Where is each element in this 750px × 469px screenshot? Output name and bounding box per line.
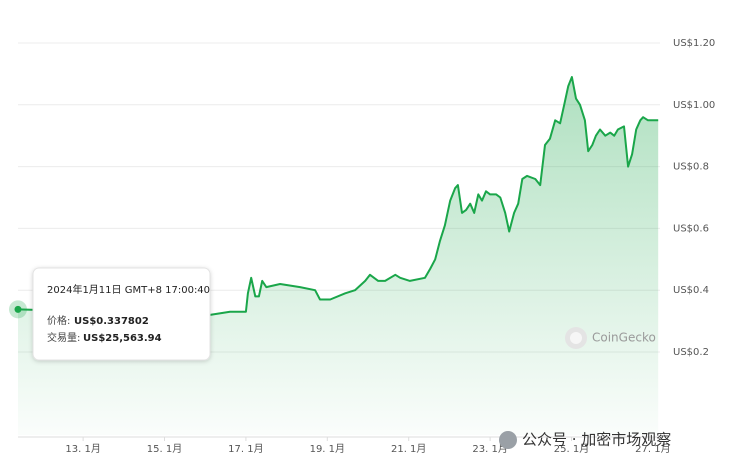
watermark: CoinGecko	[592, 331, 656, 345]
tooltip-box	[32, 267, 211, 361]
source-watermark: CoinGecko	[565, 327, 656, 349]
y-tick-label: US$1.20	[673, 38, 715, 49]
x-tick-label: 19. 1月	[310, 443, 345, 455]
x-tick-label: 27. 1月	[635, 443, 670, 455]
tooltip: 2024年1月11日 GMT+8 17:00:40 价格: US$0.33780…	[32, 267, 211, 361]
hover-point	[14, 305, 22, 313]
x-tick-label: 25. 1月	[554, 443, 589, 455]
x-ticks: 13. 1月 15. 1月 17. 1月 19. 1月 21. 1月 23. 1月 25. …	[65, 437, 671, 455]
y-tick-label: US$0.2	[673, 347, 709, 358]
wechat-watermark: 公众号 · 加密市场观察	[499, 431, 671, 449]
tooltip-value: US$25,563.94	[83, 333, 162, 344]
area	[18, 77, 659, 435]
x-tick-label: 15. 1月	[147, 443, 182, 455]
y-ticks: US$0.2 US$0.4 US$0.6 US$0.8 US$1.00 US$1.20	[673, 38, 715, 358]
tooltip-label: 价格:	[47, 314, 70, 327]
x-tick-label: 21. 1月	[391, 443, 426, 455]
tooltip-date: 2024年1月11日 GMT+8 17:00:40	[47, 283, 210, 296]
plot	[9, 76, 659, 435]
y-tick-label: US$0.4	[673, 285, 709, 296]
x-tick-label: 13. 1月	[65, 443, 100, 455]
y-tick-label: US$1.00	[673, 100, 715, 111]
line	[17, 76, 659, 316]
x-tick-label: 23. 1月	[472, 443, 507, 455]
logo	[570, 332, 582, 344]
y-tick-label: US$0.6	[673, 223, 709, 234]
x-tick-label: 17. 1月	[228, 443, 263, 455]
y-tick-label: US$0.8	[673, 162, 709, 173]
tooltip-value: US$0.337802	[74, 316, 149, 327]
watermark: 公众号 · 加密市场观察	[522, 431, 671, 449]
tooltip-label: 交易量:	[47, 331, 80, 344]
icon	[499, 431, 517, 449]
